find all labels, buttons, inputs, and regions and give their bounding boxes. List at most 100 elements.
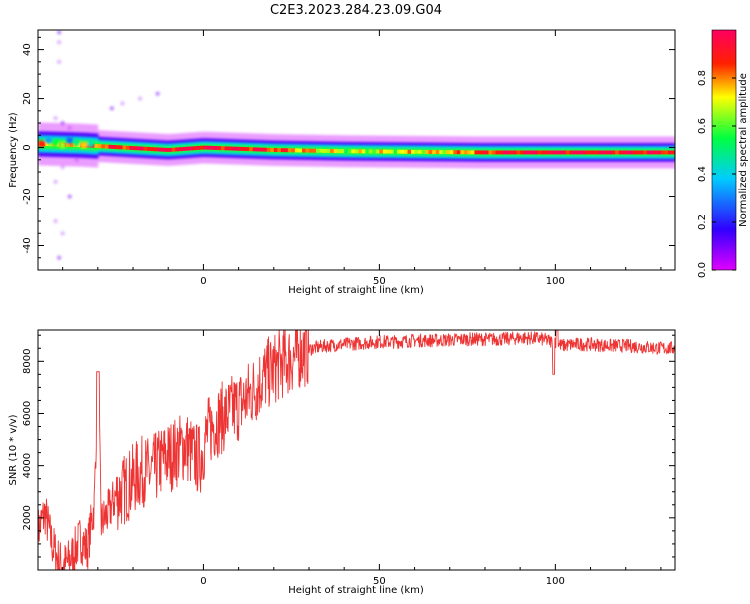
spectrogram-core-cell	[608, 150, 613, 155]
spectrogram-core-cell	[249, 147, 254, 152]
spectrogram-core-cell	[544, 150, 549, 155]
spectrogram-core-cell	[551, 150, 556, 155]
spectrogram-core-cell	[242, 147, 247, 151]
spectrogram-core-cell	[266, 147, 271, 152]
spectrogram-core-cell	[344, 149, 349, 154]
spectrogram-core-cell	[104, 144, 109, 149]
spectrogram-core-cell	[421, 149, 426, 154]
spectrogram-core-cell	[565, 150, 570, 155]
spectrogram-core-cell	[284, 148, 289, 153]
spectrogram-core-cell	[182, 146, 187, 151]
spectrogram-core-cell	[333, 149, 338, 154]
spectrogram-core-cell	[270, 147, 275, 152]
snr-plot-area	[38, 330, 675, 570]
snr-ytick-label: 2000	[22, 505, 33, 530]
spectrogram-core-cell	[361, 149, 366, 154]
spectrogram-core-cell	[583, 150, 588, 155]
figure-title: C2E3.2023.284.23.09.G04	[270, 3, 442, 18]
spectrogram-core-cell	[301, 148, 306, 153]
spectrogram-core-cell	[470, 150, 475, 155]
spectrogram-core-cell	[414, 149, 419, 154]
spectrogram-scatter-point	[56, 59, 62, 65]
colorbar: 0.0 0.2 0.4 0.6 0.8 Normalized spectral ampl…	[697, 29, 749, 278]
spectrogram-core-cell	[294, 148, 299, 153]
spectrogram-core-cell	[330, 149, 335, 153]
spectrogram-core-cell	[277, 148, 282, 153]
spectrogram-core-cell	[572, 150, 577, 155]
spectrogram-xtick-label: 100	[546, 276, 565, 287]
spectrogram-core-cell	[157, 147, 162, 152]
spectrogram-core-cell	[101, 144, 106, 149]
spectrogram-core-cell	[611, 150, 616, 155]
colorbar-ticks: 0.0 0.2 0.4 0.6 0.8	[697, 70, 736, 278]
spectrogram-scatter-point	[137, 96, 143, 101]
spectrogram-core-cell	[418, 149, 423, 154]
snr-panel: 0 50 100 2000 4000 6000 8000 Height of straigh…	[8, 329, 676, 596]
spectrogram-core-cell	[228, 146, 232, 151]
spectrogram-core-cell	[154, 147, 159, 152]
spectrogram-scatter-point	[155, 91, 160, 96]
spectrogram-core-cell	[555, 150, 560, 155]
colorbar-label: Normalized spectral amplitude	[738, 73, 749, 227]
spectrogram-core-cell	[569, 150, 574, 155]
spectrogram-core-cell	[527, 150, 532, 155]
spectrogram-core-cell	[171, 147, 176, 152]
snr-xtick-label: 50	[373, 576, 386, 587]
spectrogram-scatter-point	[53, 218, 58, 224]
spectrogram-core-cell	[185, 146, 190, 151]
spectrogram-scatter-point	[109, 106, 115, 111]
spectrogram-core-cell	[213, 146, 218, 150]
spectrogram-core-cell	[622, 150, 627, 155]
spectrogram-core-cell	[442, 150, 447, 155]
colorbar-tick-label: 0.0	[697, 262, 708, 278]
spectrogram-core-cell	[488, 150, 493, 155]
spectrogram-core-cell	[245, 147, 250, 152]
spectrogram-core-cell	[632, 150, 637, 155]
spectrogram-core-cell	[365, 149, 370, 154]
spectrogram-core-cell	[425, 149, 430, 154]
spectrogram-core-cell	[411, 149, 415, 154]
colorbar-tick-label: 0.6	[697, 118, 708, 134]
spectrogram-core-cell	[428, 150, 433, 154]
spectrogram-core-cell	[316, 148, 320, 153]
spectrogram-core-cell	[231, 146, 236, 151]
spectrogram-core-cell	[407, 149, 412, 154]
spectrogram-core-cell	[263, 147, 268, 152]
spectrogram-core-cell	[203, 145, 208, 150]
spectrogram-core-cell	[467, 150, 472, 155]
spectrogram-core-cell	[280, 148, 285, 153]
spectrogram-core-cell	[323, 148, 327, 153]
spectrogram-core-cell	[66, 142, 71, 147]
spectrogram-core-cell	[291, 148, 296, 153]
spectrogram-core-cell	[604, 150, 609, 155]
spectrogram-core-cell	[453, 150, 458, 155]
spectrogram-blob	[66, 136, 74, 144]
spectrogram-core-cell	[206, 145, 211, 150]
spectrogram-core-cell	[375, 149, 380, 154]
spectrogram-early-blobs	[38, 136, 95, 149]
spectrogram-core-cell	[650, 150, 655, 155]
spectrogram-core-cell	[111, 145, 116, 149]
spectrogram-core-cell	[97, 144, 102, 149]
spectrogram-core-cell	[474, 150, 479, 155]
spectrogram-core-cell	[351, 149, 356, 154]
spectrogram-scatter-point	[53, 115, 58, 121]
spectrogram-core-cell	[516, 150, 521, 155]
spectrogram-blob	[38, 140, 46, 148]
spectrogram-core-cell	[601, 150, 606, 155]
spectrogram-xtick-label: 50	[373, 276, 386, 287]
spectrogram-core-cell	[118, 145, 123, 150]
spectrogram-plot-area	[38, 30, 675, 260]
spectrogram-core-cell	[615, 150, 620, 155]
spectrogram-core-cell	[273, 148, 278, 152]
snr-series-line	[38, 330, 675, 570]
spectrogram-core-cell	[499, 150, 503, 155]
spectrogram-core-cell	[305, 148, 310, 153]
spectrogram-ytick-label: 20	[22, 92, 33, 105]
spectrogram-core-cell	[400, 149, 405, 154]
spectrogram-blob	[80, 141, 88, 149]
spectrogram-core-cell	[199, 145, 204, 150]
spectrogram-core-cell	[579, 150, 584, 155]
